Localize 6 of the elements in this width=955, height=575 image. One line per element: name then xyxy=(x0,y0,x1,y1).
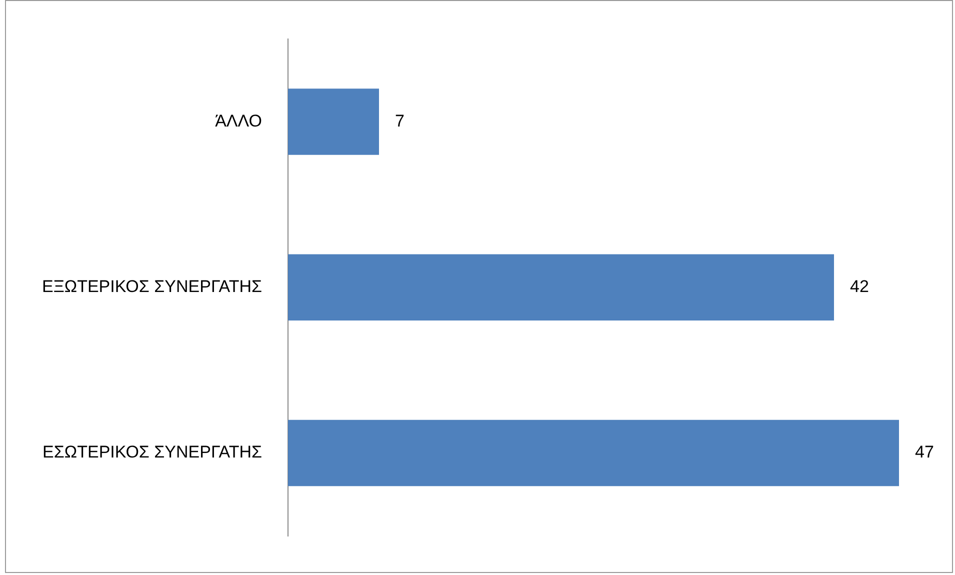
data-label: 7 xyxy=(395,111,404,130)
y-tick-label: ΆΛΛΟ xyxy=(215,111,262,130)
data-label: 47 xyxy=(915,442,934,462)
y-tick-label: ΕΞΩΤΕΡΙΚΟΣ ΣΥΝΕΡΓΑΤΗΣ xyxy=(42,277,262,296)
y-tick-label: ΕΣΩΤΕΡΙΚΟΣ ΣΥΝΕΡΓΑΤΗΣ xyxy=(42,442,262,462)
data-label: 42 xyxy=(850,277,869,296)
